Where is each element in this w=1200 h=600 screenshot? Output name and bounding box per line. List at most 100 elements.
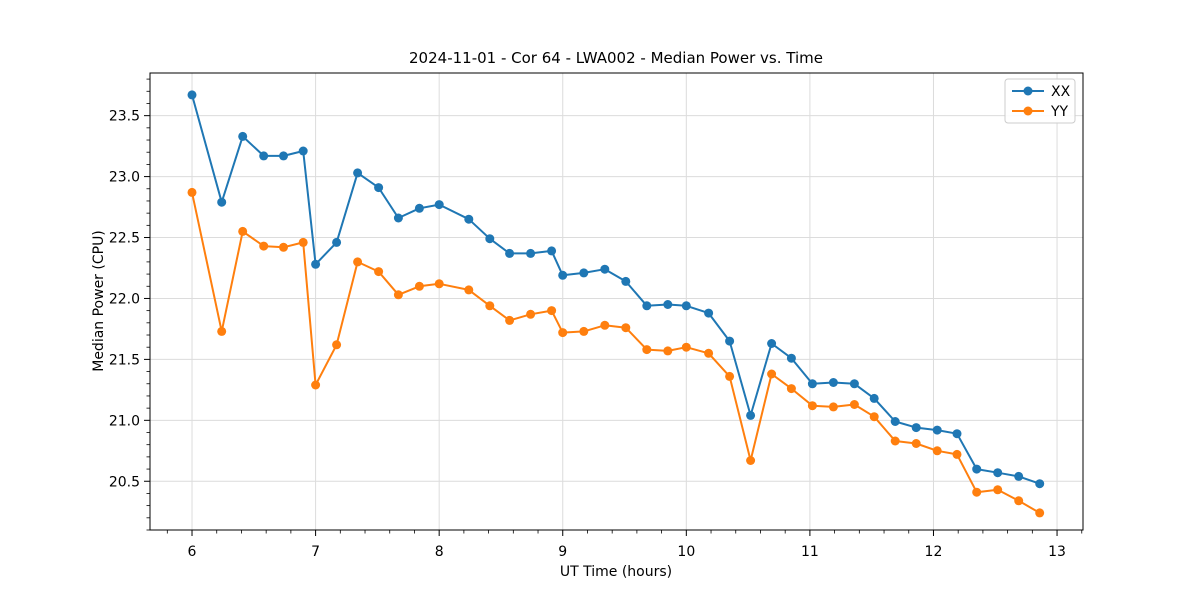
- x-axis-label: UT Time (hours): [560, 564, 672, 580]
- x-tick-label: 10: [677, 544, 695, 560]
- data-point-yy: [828, 402, 838, 412]
- data-point-xx: [911, 423, 921, 433]
- data-point-yy: [526, 309, 536, 319]
- data-point-xx: [353, 168, 363, 178]
- data-point-xx: [1035, 479, 1045, 489]
- legend-label-yy: YY: [1050, 104, 1069, 120]
- data-point-xx: [869, 393, 879, 403]
- data-point-yy: [464, 285, 474, 295]
- data-point-yy: [1035, 508, 1045, 518]
- data-point-yy: [642, 345, 652, 355]
- data-point-xx: [332, 237, 342, 247]
- data-point-xx: [600, 264, 610, 274]
- y-tick-label: 21.0: [109, 413, 140, 429]
- data-point-yy: [259, 241, 269, 251]
- data-point-xx: [259, 151, 269, 161]
- data-point-xx: [681, 301, 691, 311]
- data-point-xx: [464, 214, 474, 224]
- data-point-xx: [393, 213, 403, 223]
- data-point-xx: [890, 417, 900, 426]
- data-point-yy: [786, 384, 796, 394]
- data-point-xx: [704, 308, 714, 318]
- x-tick-label: 8: [435, 544, 444, 560]
- x-tick-label: 12: [925, 544, 943, 560]
- data-point-yy: [972, 487, 982, 497]
- y-tick-label: 23.5: [109, 109, 140, 125]
- tick-labels: 6 7 8 9 10 11 12 13 20.5 21.0 21.5 22.0 22.5 23.0 23.5: [109, 109, 1066, 560]
- legend: XX YY: [1004, 78, 1076, 124]
- data-point-yy: [505, 315, 515, 325]
- data-point-xx: [952, 429, 962, 439]
- y-tick-label: 20.5: [109, 474, 140, 490]
- data-point-yy: [993, 485, 1003, 495]
- grid-lines: [150, 73, 1083, 530]
- data-point-yy: [869, 412, 879, 422]
- data-series: [187, 90, 1045, 518]
- data-point-xx: [725, 336, 735, 346]
- data-point-yy: [485, 301, 495, 311]
- data-point-xx: [279, 151, 288, 161]
- y-axis-label: Median Power (CPU): [91, 230, 107, 372]
- data-point-xx: [547, 246, 557, 256]
- data-point-yy: [621, 323, 631, 333]
- data-point-yy: [311, 380, 321, 390]
- data-point-xx: [972, 464, 982, 474]
- data-point-xx: [526, 248, 536, 258]
- data-point-yy: [932, 446, 942, 456]
- data-point-yy: [681, 342, 691, 352]
- x-tick-label: 11: [801, 544, 819, 560]
- data-point-yy: [187, 187, 197, 197]
- data-point-xx: [993, 468, 1003, 478]
- data-point-xx: [217, 197, 227, 207]
- legend-marker-xx: [1023, 86, 1033, 96]
- data-point-yy: [393, 290, 403, 300]
- data-point-yy: [663, 346, 673, 356]
- data-point-xx: [767, 339, 777, 348]
- data-point-yy: [911, 439, 921, 448]
- data-point-yy: [434, 279, 444, 289]
- data-point-xx: [298, 146, 308, 156]
- data-point-xx: [746, 410, 756, 420]
- data-point-xx: [187, 90, 197, 100]
- plot-area: [150, 73, 1083, 530]
- data-point-yy: [849, 400, 859, 409]
- y-tick-label: 23.0: [109, 170, 140, 186]
- data-point-xx: [642, 301, 652, 311]
- data-point-xx: [558, 270, 568, 280]
- legend-marker-yy: [1023, 106, 1033, 116]
- data-point-yy: [890, 436, 900, 446]
- data-point-xx: [434, 200, 444, 210]
- data-point-yy: [238, 226, 248, 236]
- x-tick-label: 9: [558, 544, 567, 560]
- data-point-yy: [807, 401, 817, 411]
- data-point-xx: [1014, 471, 1024, 481]
- data-point-xx: [932, 425, 942, 435]
- chart-title: 2024-11-01 - Cor 64 - LWA002 - Median Po…: [409, 49, 823, 67]
- data-point-yy: [746, 456, 756, 465]
- data-point-xx: [828, 378, 838, 387]
- data-point-yy: [725, 371, 735, 381]
- data-point-xx: [807, 379, 817, 389]
- axis-ticks: [144, 78, 1083, 536]
- data-point-xx: [663, 300, 673, 309]
- data-point-yy: [332, 340, 342, 350]
- data-point-yy: [298, 237, 308, 247]
- data-point-yy: [1014, 496, 1024, 506]
- data-point-yy: [952, 449, 962, 459]
- data-point-xx: [485, 234, 495, 244]
- y-tick-label: 21.5: [109, 352, 140, 368]
- data-point-xx: [238, 131, 248, 141]
- x-tick-label: 6: [188, 544, 197, 560]
- data-point-xx: [311, 259, 321, 269]
- data-point-yy: [279, 242, 288, 252]
- data-point-yy: [767, 369, 777, 379]
- data-point-xx: [621, 276, 631, 286]
- data-point-yy: [600, 320, 610, 330]
- data-point-yy: [353, 257, 363, 267]
- data-point-yy: [374, 267, 384, 277]
- data-point-yy: [579, 326, 589, 336]
- data-point-xx: [505, 248, 515, 258]
- data-point-yy: [547, 306, 557, 316]
